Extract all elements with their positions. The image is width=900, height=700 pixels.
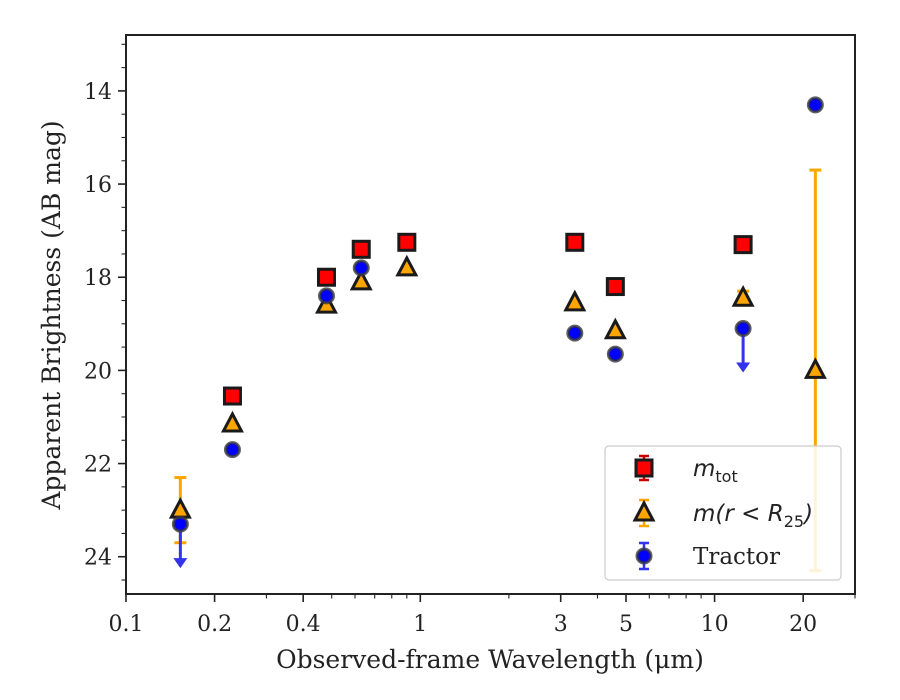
- square-marker: [733, 235, 753, 255]
- square-marker: [605, 277, 625, 297]
- x-tick-label: 3: [554, 612, 568, 637]
- legend-circle-marker: [635, 547, 653, 565]
- upper-limit-arrow-head: [173, 558, 188, 569]
- circle-marker: [223, 441, 241, 459]
- x-tick-label: 5: [619, 612, 633, 637]
- x-tick-label: 0.1: [109, 612, 144, 637]
- legend-triangle-marker: [632, 499, 656, 522]
- square-marker: [222, 386, 242, 406]
- triangle-marker: [803, 357, 827, 379]
- circle-marker: [352, 259, 370, 277]
- square-marker: [316, 267, 336, 287]
- upper-limit-arrow-head: [736, 362, 751, 373]
- legend-square-marker: [634, 458, 654, 478]
- triangle-marker: [395, 254, 419, 277]
- triangle-marker: [563, 289, 587, 312]
- square-marker: [397, 232, 417, 252]
- circle-marker: [734, 319, 752, 337]
- y-tick-label: 24: [84, 546, 112, 571]
- triangle-marker: [220, 410, 244, 433]
- legend-label: m(r < R25): [693, 501, 813, 531]
- circle-marker: [317, 287, 335, 305]
- legend-label: Tractor: [693, 544, 780, 570]
- x-tick-label: 0.2: [197, 612, 232, 637]
- y-axis-ticks: 14 16 18 20 22 24: [84, 43, 126, 581]
- triangle-marker: [603, 317, 627, 340]
- legend-label: mtot: [693, 456, 738, 486]
- square-marker: [351, 239, 371, 259]
- square-marker: [565, 232, 585, 252]
- triangle-marker: [349, 268, 373, 291]
- legend-frame: [604, 445, 842, 581]
- x-axis-ticks: 0.1 0.2 0.4 1 3 5 10 20: [109, 594, 856, 637]
- y-tick-label: 20: [84, 359, 112, 384]
- x-tick-label: 1: [413, 612, 427, 637]
- legend: mtot m(r < R25) Tractor: [604, 445, 842, 581]
- x-tick-label: 0.4: [286, 612, 321, 637]
- circle-marker: [566, 324, 584, 342]
- x-axis-title: Observed-frame Wavelength (μm): [276, 645, 704, 674]
- x-tick-label: 10: [701, 612, 729, 637]
- y-tick-label: 16: [84, 173, 112, 198]
- data-markers: [168, 96, 827, 533]
- y-tick-label: 18: [84, 266, 112, 291]
- y-axis-title: Apparent Brightness (AB mag): [37, 120, 66, 510]
- x-tick-label: 20: [789, 612, 817, 637]
- circle-marker: [171, 515, 189, 533]
- triangle-marker: [731, 284, 755, 307]
- circle-marker: [806, 96, 824, 114]
- circle-marker: [606, 345, 624, 363]
- y-tick-label: 14: [84, 80, 112, 105]
- y-tick-label: 22: [84, 453, 112, 478]
